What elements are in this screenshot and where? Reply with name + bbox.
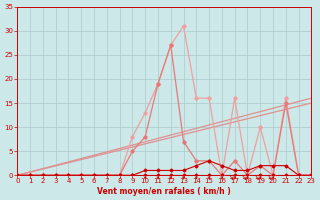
X-axis label: Vent moyen/en rafales ( km/h ): Vent moyen/en rafales ( km/h )	[98, 187, 231, 196]
